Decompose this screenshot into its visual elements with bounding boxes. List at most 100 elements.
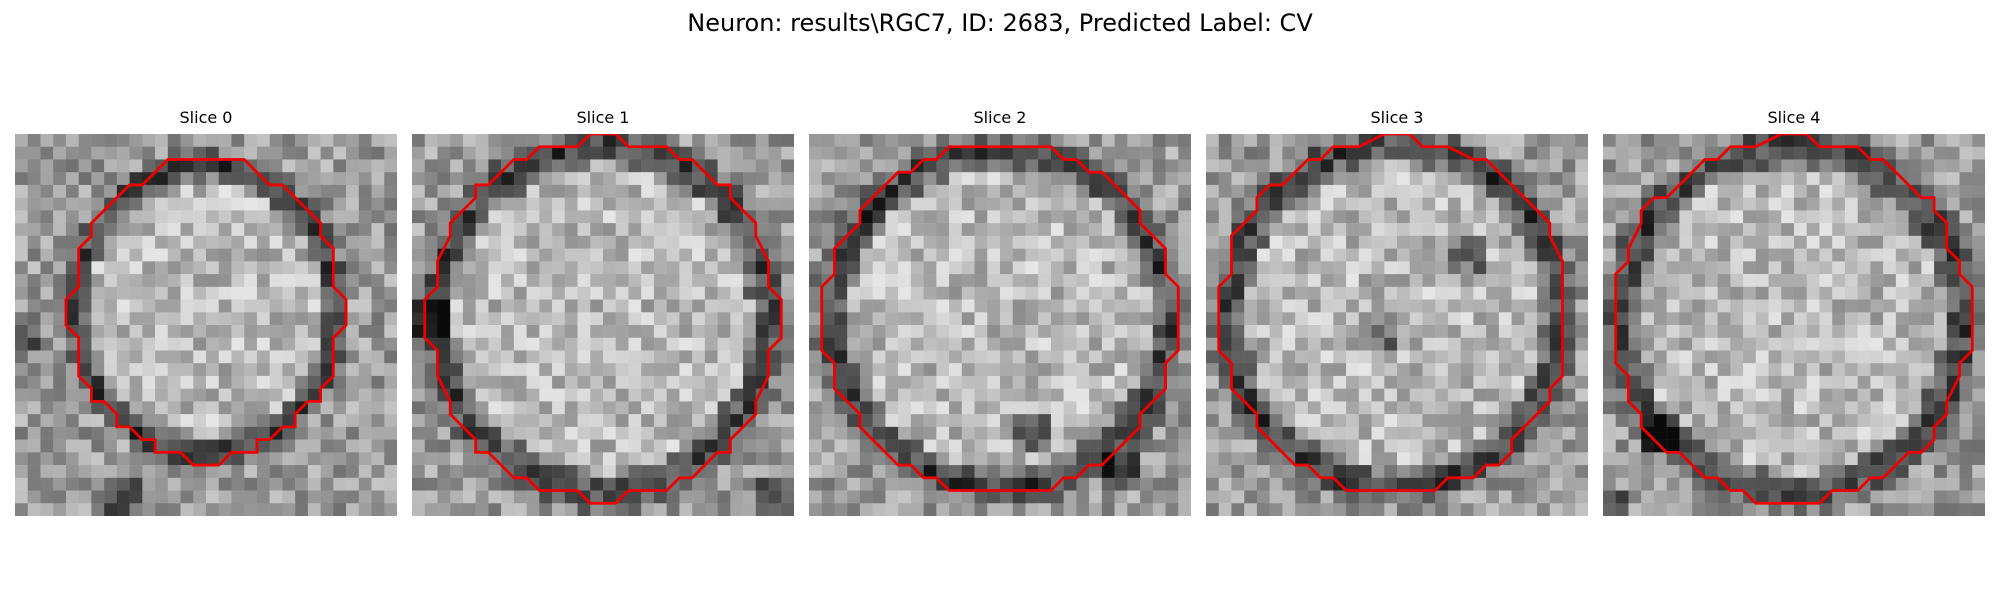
pixel <box>269 299 283 313</box>
pixel <box>104 159 118 173</box>
pixel <box>27 223 41 237</box>
pixel <box>256 223 270 237</box>
pixel <box>1972 235 1985 249</box>
pixel <box>872 452 886 466</box>
pixel <box>1460 503 1474 516</box>
pixel <box>1165 172 1179 186</box>
pixel <box>730 286 744 300</box>
pixel <box>1806 426 1820 440</box>
pixel <box>1819 363 1833 377</box>
pixel <box>424 299 438 313</box>
pixel <box>15 286 28 300</box>
pixel <box>1346 184 1360 198</box>
pixel <box>1883 477 1897 491</box>
pixel <box>1819 235 1833 249</box>
pixel <box>142 363 156 377</box>
pixel <box>1755 146 1769 160</box>
pixel <box>628 210 642 224</box>
pixel <box>1832 172 1846 186</box>
pixel <box>462 248 476 262</box>
pixel <box>577 337 591 351</box>
pixel <box>231 286 245 300</box>
pixel <box>1768 299 1782 313</box>
slice-panel-4: Slice 4 <box>1603 108 1985 516</box>
pixel <box>859 388 873 402</box>
pixel <box>1717 325 1731 338</box>
pixel <box>641 503 655 516</box>
pixel <box>1883 312 1897 326</box>
pixel <box>1806 439 1820 453</box>
pixel <box>1206 134 1219 147</box>
pixel <box>1666 197 1680 211</box>
pixel <box>781 210 794 224</box>
pixel <box>1269 146 1283 160</box>
pixel <box>1244 503 1258 516</box>
pixel <box>91 490 105 504</box>
pixel <box>1333 274 1347 288</box>
pixel <box>1794 388 1807 402</box>
slice-title: Slice 0 <box>179 108 233 127</box>
pixel <box>755 223 769 237</box>
pixel <box>910 172 924 186</box>
pixel <box>462 337 476 351</box>
pixel <box>129 159 143 173</box>
pixel <box>1076 146 1090 160</box>
pixel <box>1307 235 1321 249</box>
pixel <box>1473 223 1487 237</box>
pixel <box>692 401 706 415</box>
pixel <box>923 248 937 262</box>
pixel <box>755 210 769 224</box>
pixel <box>1844 426 1858 440</box>
pixel <box>1435 223 1449 237</box>
pixel <box>1819 477 1833 491</box>
pixel <box>949 452 963 466</box>
pixel <box>641 312 655 326</box>
pixel <box>974 210 988 224</box>
pixel <box>809 490 822 504</box>
pixel <box>1717 261 1731 275</box>
pixel <box>1384 325 1398 338</box>
pixel <box>1537 388 1551 402</box>
pixel <box>1692 490 1706 504</box>
pixel <box>1206 286 1219 300</box>
pixel <box>1152 172 1166 186</box>
pixel <box>717 401 731 415</box>
pixel <box>91 248 105 262</box>
pixel <box>1384 388 1398 402</box>
pixel <box>1447 312 1461 326</box>
pixel <box>53 414 67 428</box>
pixel <box>488 261 502 275</box>
pixel <box>1371 312 1385 326</box>
pixel <box>923 325 937 338</box>
pixel <box>910 248 924 262</box>
pixel <box>78 134 92 147</box>
pixel <box>1844 414 1858 428</box>
pixel <box>1781 248 1795 262</box>
pixel <box>384 286 397 300</box>
pixel <box>872 261 886 275</box>
pixel <box>1063 426 1077 440</box>
pixel <box>1038 363 1052 377</box>
pixel <box>936 503 950 516</box>
pixel <box>1781 490 1795 504</box>
pixel <box>1256 299 1270 313</box>
pixel <box>1038 337 1052 351</box>
pixel <box>1320 401 1334 415</box>
pixel <box>1537 439 1551 453</box>
pixel <box>475 490 489 504</box>
pixel <box>501 235 515 249</box>
pixel <box>1641 299 1655 313</box>
pixel <box>256 375 270 389</box>
pixel <box>1409 401 1423 415</box>
pixel <box>40 248 54 262</box>
pixel <box>1883 426 1897 440</box>
pixel <box>1946 159 1960 173</box>
pixel <box>1218 248 1232 262</box>
pixel <box>346 159 360 173</box>
pixel <box>501 439 515 453</box>
pixel <box>641 337 655 351</box>
pixel <box>1704 299 1718 313</box>
pixel <box>1641 375 1655 389</box>
pixel <box>552 312 566 326</box>
pixel <box>1000 325 1013 338</box>
